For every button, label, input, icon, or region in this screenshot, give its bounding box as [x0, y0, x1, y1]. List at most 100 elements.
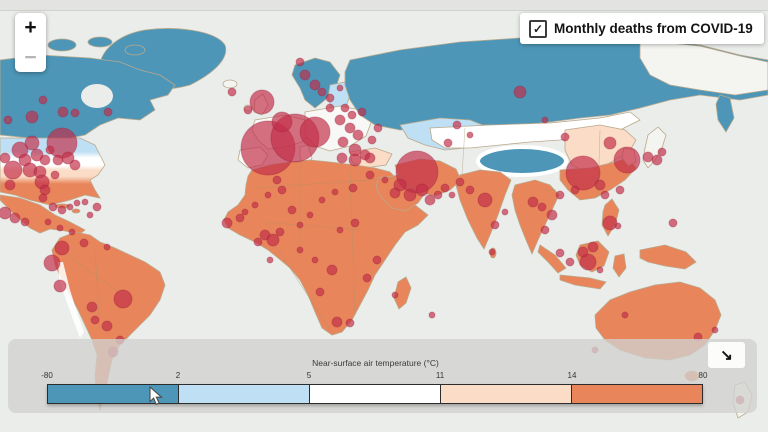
covid-bubble[interactable]	[488, 248, 496, 256]
covid-bubble[interactable]	[466, 131, 474, 139]
covid-bubble[interactable]	[614, 222, 622, 230]
covid-bubble[interactable]	[362, 273, 372, 283]
covid-bubble[interactable]	[452, 120, 462, 130]
covid-bubble[interactable]	[527, 196, 539, 208]
covid-bubble[interactable]	[103, 107, 113, 117]
covid-bubble[interactable]	[277, 185, 287, 195]
covid-bubble[interactable]	[81, 198, 89, 206]
covid-bubble[interactable]	[295, 57, 305, 67]
covid-bubble[interactable]	[415, 183, 429, 197]
covid-bubble[interactable]	[271, 111, 293, 133]
covid-bubble[interactable]	[4, 179, 16, 191]
covid-bubble[interactable]	[221, 217, 233, 229]
covid-bubble[interactable]	[45, 145, 55, 155]
covid-bubble[interactable]	[668, 218, 678, 228]
covid-bubble[interactable]	[344, 122, 356, 134]
covid-bubble[interactable]	[428, 311, 436, 319]
covid-bubble[interactable]	[381, 176, 389, 184]
covid-bubble[interactable]	[44, 218, 52, 226]
covid-bubble[interactable]	[92, 202, 102, 212]
covid-bubble[interactable]	[61, 151, 75, 165]
covid-bubble[interactable]	[272, 175, 282, 185]
covid-bubble[interactable]	[73, 199, 81, 207]
covid-bubble[interactable]	[540, 225, 550, 235]
covid-bubble[interactable]	[309, 79, 321, 91]
covid-bubble[interactable]	[90, 315, 100, 325]
covid-bubble[interactable]	[57, 205, 67, 215]
covid-bubble[interactable]	[86, 301, 98, 313]
temperature-colorbar[interactable]	[47, 384, 703, 404]
covid-bubble[interactable]	[541, 116, 549, 124]
covid-bubble[interactable]	[711, 326, 719, 334]
covid-layer-checkbox[interactable]: ✓	[529, 19, 547, 38]
covid-bubble[interactable]	[642, 151, 654, 163]
zoom-in-button[interactable]: +	[24, 16, 37, 40]
covid-bubble[interactable]	[600, 190, 610, 200]
covid-bubble[interactable]	[373, 123, 383, 133]
covid-bubble[interactable]	[391, 291, 399, 299]
covid-bubble[interactable]	[501, 208, 509, 216]
covid-bubble[interactable]	[621, 311, 629, 319]
covid-bubble[interactable]	[657, 147, 667, 157]
covid-bubble[interactable]	[38, 95, 48, 105]
covid-bubble[interactable]	[79, 238, 89, 248]
covid-bubble[interactable]	[53, 279, 67, 293]
covid-bubble[interactable]	[352, 129, 364, 141]
covid-bubble[interactable]	[555, 248, 565, 258]
covid-bubble[interactable]	[326, 264, 338, 276]
covid-bubble[interactable]	[296, 246, 304, 254]
covid-bubble[interactable]	[57, 106, 69, 118]
covid-bubble[interactable]	[103, 243, 111, 251]
colorbar-segment-14-to-80[interactable]	[571, 384, 703, 404]
covid-bubble[interactable]	[235, 213, 245, 223]
covid-bubble[interactable]	[241, 208, 249, 216]
covid-bubble[interactable]	[455, 177, 465, 187]
covid-bubble[interactable]	[86, 211, 94, 219]
covid-bubble[interactable]	[54, 240, 70, 256]
covid-bubble[interactable]	[20, 217, 30, 227]
covid-bubble[interactable]	[30, 148, 44, 162]
covid-bubble[interactable]	[38, 193, 48, 203]
covid-bubble[interactable]	[602, 215, 618, 231]
covid-bubble[interactable]	[596, 266, 604, 274]
covid-bubble[interactable]	[306, 211, 314, 219]
covid-bubble[interactable]	[331, 316, 343, 328]
covid-bubble[interactable]	[579, 253, 597, 271]
covid-bubble[interactable]	[9, 212, 21, 224]
covid-bubble[interactable]	[577, 246, 589, 258]
covid-bubble[interactable]	[490, 220, 500, 230]
covid-bubble[interactable]	[317, 87, 327, 97]
covid-bubble[interactable]	[477, 192, 493, 208]
covid-bubble[interactable]	[565, 155, 601, 191]
covid-bubble[interactable]	[287, 205, 297, 215]
covid-bubble[interactable]	[243, 105, 253, 115]
covid-bubble[interactable]	[565, 257, 575, 267]
covid-bubble[interactable]	[334, 114, 346, 126]
covid-bubble[interactable]	[266, 256, 274, 264]
covid-bubble[interactable]	[3, 115, 13, 125]
covid-bubble[interactable]	[340, 103, 350, 113]
covid-bubble[interactable]	[513, 85, 527, 99]
covid-bubble[interactable]	[367, 135, 377, 145]
covid-bubble[interactable]	[336, 152, 348, 164]
colorbar-segment-2-to-5[interactable]	[178, 384, 310, 404]
covid-bubble[interactable]	[365, 170, 375, 180]
covid-bubble[interactable]	[440, 183, 450, 193]
covid-bubble[interactable]	[50, 170, 60, 180]
covid-bubble[interactable]	[357, 107, 367, 117]
covid-bubble[interactable]	[594, 179, 606, 191]
covid-bubble[interactable]	[337, 136, 349, 148]
covid-bubble[interactable]	[465, 185, 475, 195]
covid-bubble[interactable]	[3, 160, 23, 180]
covid-bubble[interactable]	[570, 185, 580, 195]
covid-bubble[interactable]	[443, 138, 453, 148]
covid-bubble[interactable]	[348, 153, 362, 167]
collapse-legend-button[interactable]: ↘	[708, 342, 745, 368]
colorbar-segment-5-to-11[interactable]	[309, 384, 441, 404]
layer-toggle[interactable]: ✓ Monthly deaths from COVID-19	[520, 13, 764, 44]
covid-bubble[interactable]	[537, 202, 547, 212]
covid-bubble[interactable]	[43, 254, 61, 272]
covid-bubble[interactable]	[560, 132, 570, 142]
covid-bubble[interactable]	[311, 256, 319, 264]
covid-bubble[interactable]	[69, 159, 81, 171]
